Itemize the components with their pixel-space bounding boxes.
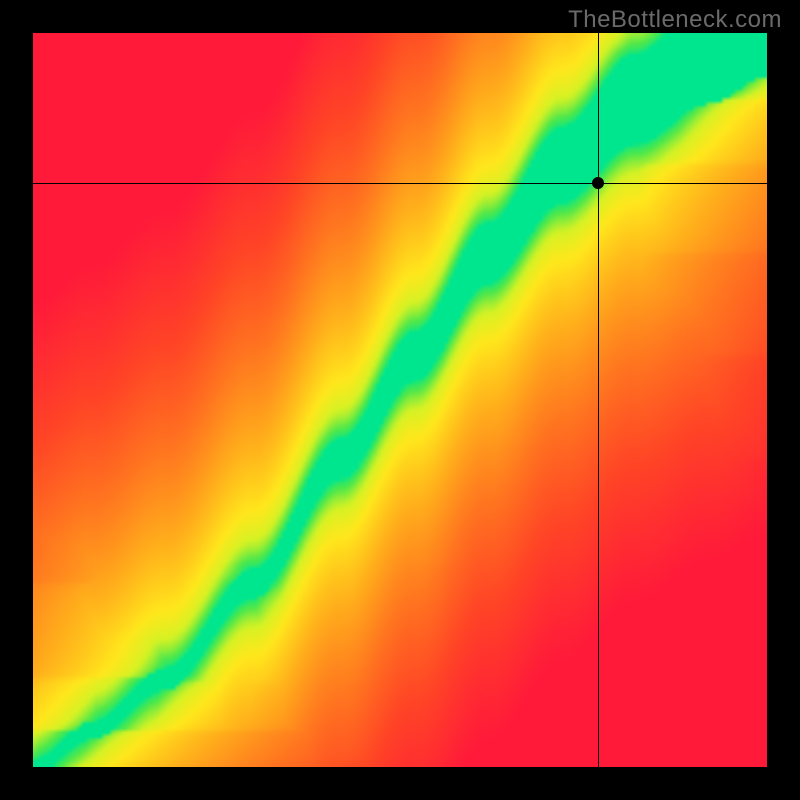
heatmap-canvas	[33, 33, 767, 767]
crosshair-vertical	[598, 33, 599, 767]
watermark-text: TheBottleneck.com	[568, 6, 782, 34]
crosshair-marker-dot	[592, 177, 604, 189]
crosshair-horizontal	[33, 183, 767, 184]
bottleneck-heatmap	[33, 33, 767, 767]
